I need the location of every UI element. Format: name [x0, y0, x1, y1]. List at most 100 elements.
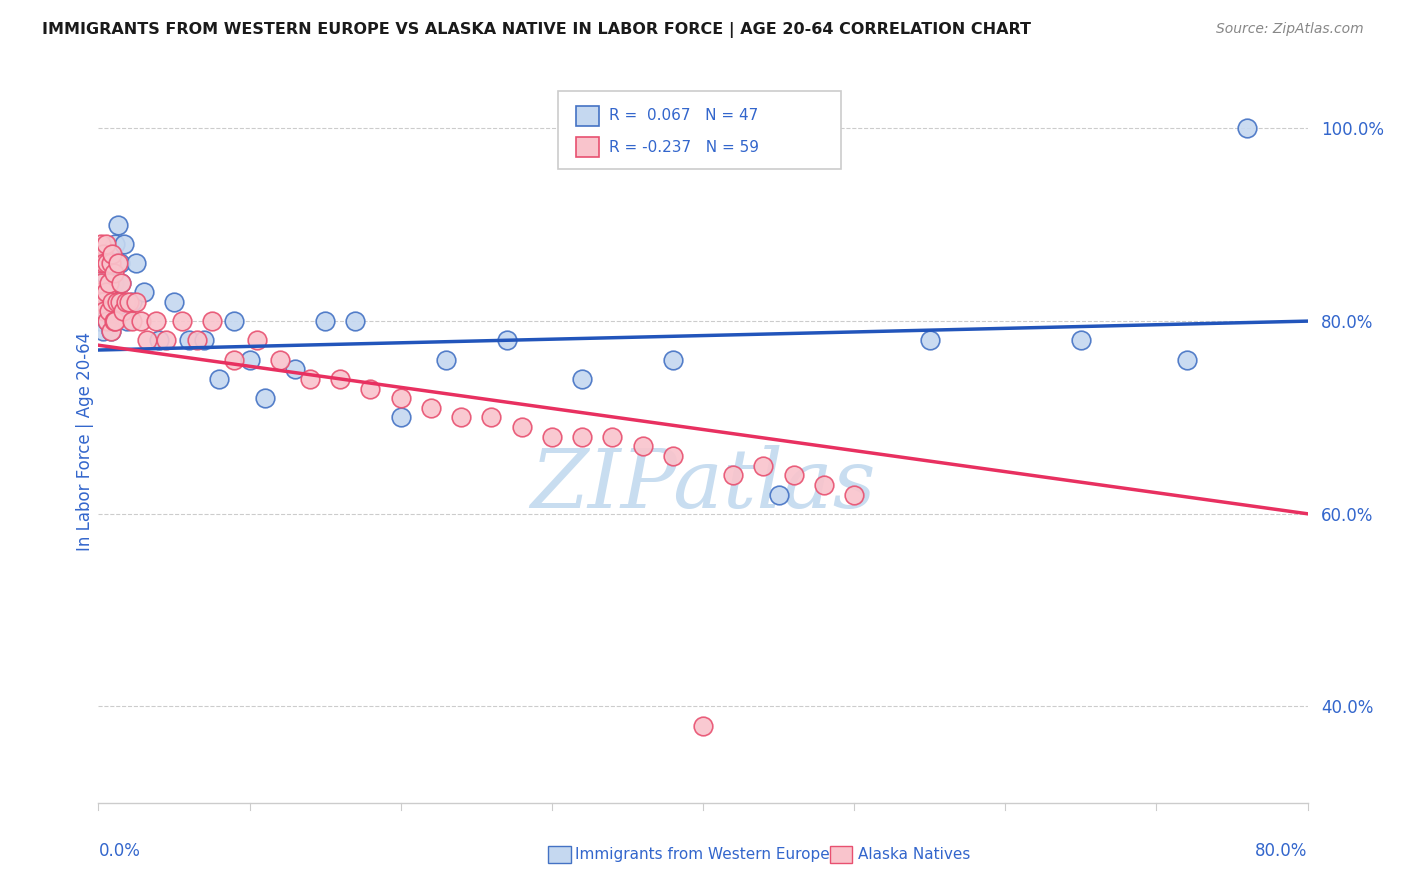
- Text: Immigrants from Western Europe: Immigrants from Western Europe: [575, 847, 830, 862]
- Point: [108, 256, 131, 270]
- Point: [107, 256, 129, 270]
- Point: [768, 487, 790, 501]
- Point: [91, 246, 114, 260]
- Point: [148, 334, 170, 348]
- Point: [450, 410, 472, 425]
- Point: [201, 314, 224, 328]
- Text: Alaska Natives: Alaska Natives: [858, 847, 970, 862]
- Point: [90, 276, 112, 290]
- Point: [98, 276, 121, 290]
- Point: [93, 294, 115, 309]
- Point: [179, 334, 201, 348]
- Point: [91, 285, 114, 300]
- Point: [420, 401, 443, 415]
- Point: [269, 352, 291, 367]
- Point: [813, 478, 835, 492]
- Point: [100, 256, 122, 270]
- Point: [145, 314, 167, 328]
- Point: [104, 314, 127, 328]
- Point: [105, 294, 128, 309]
- Point: [98, 304, 121, 318]
- Point: [93, 266, 115, 280]
- Text: R = -0.237   N = 59: R = -0.237 N = 59: [609, 140, 759, 154]
- Point: [135, 334, 157, 348]
- Point: [105, 294, 128, 309]
- Point: [129, 314, 152, 328]
- Point: [155, 334, 177, 348]
- Point: [90, 276, 112, 290]
- Point: [103, 266, 125, 280]
- Point: [103, 276, 125, 290]
- Point: [1070, 334, 1092, 348]
- Point: [783, 468, 806, 483]
- Point: [170, 314, 193, 328]
- Point: [93, 304, 115, 318]
- Point: [329, 372, 352, 386]
- Point: [299, 372, 322, 386]
- Point: [103, 314, 125, 328]
- Point: [844, 487, 866, 501]
- Point: [111, 304, 134, 318]
- Point: [224, 314, 246, 328]
- Point: [186, 334, 208, 348]
- Point: [94, 304, 117, 318]
- Point: [389, 391, 412, 405]
- Point: [115, 314, 138, 328]
- Point: [114, 294, 136, 309]
- Point: [101, 246, 124, 260]
- Point: [540, 430, 562, 444]
- Point: [89, 314, 111, 328]
- Point: [100, 256, 122, 270]
- Point: [284, 362, 307, 376]
- Point: [89, 285, 111, 300]
- Point: [101, 294, 124, 309]
- Point: [1175, 352, 1198, 367]
- Point: [163, 294, 186, 309]
- Point: [89, 256, 111, 270]
- Point: [112, 237, 135, 252]
- Point: [495, 334, 517, 348]
- Point: [481, 410, 503, 425]
- Point: [918, 334, 941, 348]
- Point: [104, 237, 127, 252]
- Y-axis label: In Labor Force | Age 20-64: In Labor Force | Age 20-64: [76, 332, 94, 551]
- Point: [101, 285, 124, 300]
- Point: [239, 352, 262, 367]
- Point: [1236, 121, 1258, 136]
- Point: [96, 314, 118, 328]
- Point: [98, 276, 121, 290]
- Point: [661, 449, 683, 463]
- Point: [631, 439, 654, 453]
- Text: Source: ZipAtlas.com: Source: ZipAtlas.com: [1216, 22, 1364, 37]
- Point: [93, 256, 115, 270]
- Point: [434, 352, 457, 367]
- Point: [602, 430, 624, 444]
- Point: [94, 285, 117, 300]
- Point: [108, 294, 131, 309]
- Point: [125, 294, 148, 309]
- Point: [96, 314, 118, 328]
- Point: [389, 410, 412, 425]
- Point: [661, 352, 683, 367]
- Text: IMMIGRANTS FROM WESTERN EUROPE VS ALASKA NATIVE IN LABOR FORCE | AGE 20-64 CORRE: IMMIGRANTS FROM WESTERN EUROPE VS ALASKA…: [42, 22, 1031, 38]
- Point: [208, 372, 231, 386]
- Point: [360, 382, 382, 396]
- Point: [193, 334, 215, 348]
- Point: [98, 294, 121, 309]
- Point: [571, 372, 593, 386]
- Point: [94, 237, 117, 252]
- Point: [121, 314, 143, 328]
- Point: [723, 468, 745, 483]
- Point: [103, 314, 125, 328]
- Point: [100, 324, 122, 338]
- Point: [692, 719, 714, 733]
- Text: ZIPatlas: ZIPatlas: [530, 445, 876, 524]
- Point: [246, 334, 269, 348]
- Point: [571, 430, 593, 444]
- Point: [90, 304, 112, 318]
- Text: 0.0%: 0.0%: [98, 842, 141, 860]
- Text: 80.0%: 80.0%: [1256, 842, 1308, 860]
- Point: [110, 276, 132, 290]
- Point: [314, 314, 336, 328]
- Point: [125, 256, 148, 270]
